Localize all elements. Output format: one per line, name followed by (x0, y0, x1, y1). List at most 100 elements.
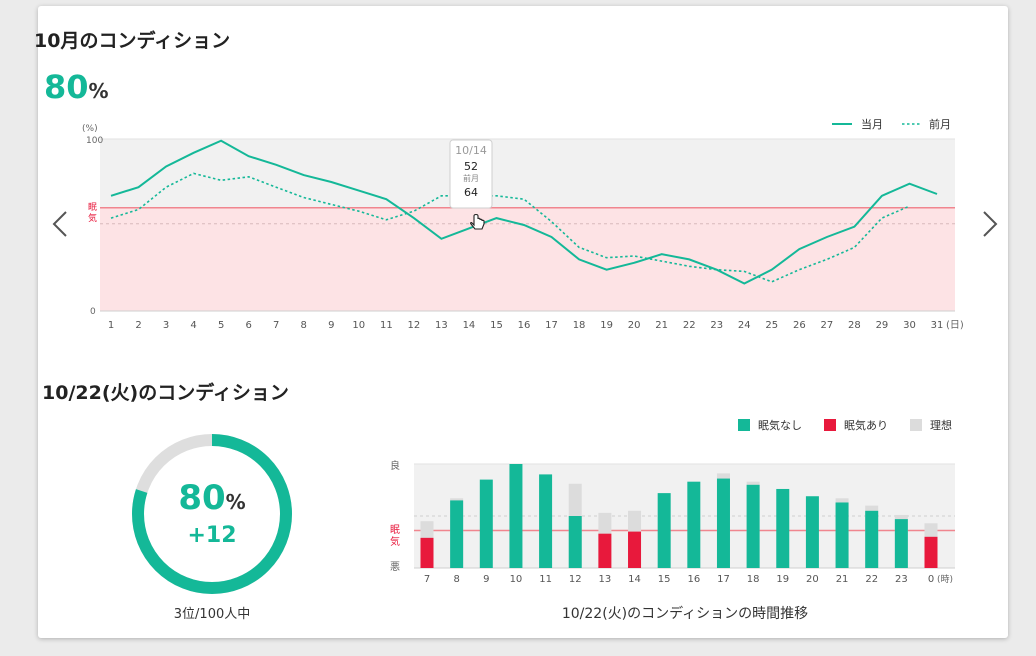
bar-no-drowsy-22 (865, 510, 879, 568)
hourly-bars (420, 464, 938, 568)
tooltip-prev-value: 64 (464, 186, 478, 199)
x-tick-1: 1 (108, 320, 114, 331)
y-tick-0: 0 (90, 307, 96, 317)
x-axis-ticks: 1 2 3 4 5 6 7 8 9 10 11 12 13 14 15 16 17 18 19 20 21 22 23 24 2… (108, 320, 944, 331)
x-tick-28: 28 (848, 320, 861, 331)
ring-progress (132, 434, 292, 594)
legend-drowsy-swatch (824, 419, 836, 431)
hour-tick-12: 12 (569, 574, 582, 585)
x-tick-4: 4 (190, 320, 196, 331)
series-current-month-line (110, 139, 938, 285)
bar-no-drowsy-12 (568, 516, 582, 568)
hour-tick-21: 21 (836, 574, 849, 585)
hour-tick-20: 20 (806, 574, 819, 585)
bar-drowsy-14 (628, 531, 642, 568)
x-tick-3: 3 (163, 320, 169, 331)
next-month-arrow[interactable] (974, 204, 1004, 244)
x-tick-20: 20 (628, 320, 641, 331)
x-tick-14: 14 (463, 320, 476, 331)
bar-no-drowsy-23 (894, 519, 908, 568)
legend-current-label: 当月 (861, 117, 883, 131)
bar-no-drowsy-11 (539, 474, 553, 568)
bar-no-drowsy-17 (716, 478, 730, 568)
x-tick-13: 13 (435, 320, 448, 331)
x-tick-8: 8 (301, 320, 307, 331)
ranking-text: 3位/100人中 (173, 607, 251, 622)
x-tick-22: 22 (683, 320, 696, 331)
x-tick-30: 30 (903, 320, 916, 331)
bar-no-drowsy-20 (805, 496, 819, 568)
tooltip-current-value: 52 (464, 160, 478, 173)
hourly-x-ticks: 7 8 9 10 11 12 13 14 15 16 17 18 19 20 21 22 23 0 (424, 574, 934, 585)
bar-no-drowsy-21 (835, 502, 849, 568)
hand-cursor-icon (470, 213, 485, 230)
x-tick-5: 5 (218, 320, 224, 331)
x-tick-9: 9 (328, 320, 334, 331)
x-tick-12: 12 (407, 320, 420, 331)
bar-no-drowsy-19 (776, 488, 790, 568)
series-prev-month-line (110, 172, 910, 283)
day-percent-unit: % (225, 490, 246, 514)
hour-tick-17: 17 (717, 574, 730, 585)
hourly-y-label-drowsy-2: 気 (390, 535, 400, 548)
legend-ideal-swatch (910, 419, 922, 431)
x-tick-26: 26 (793, 320, 806, 331)
drowsy-threshold-label-2: 気 (88, 212, 97, 224)
hourly-bar-chart: 良 眠 気 悪 7 8 9 10 11 12 13 14 15 16 17 18 19 20 21 22 23 0… (390, 418, 955, 585)
bar-no-drowsy-10 (509, 464, 523, 568)
hourly-y-label-drowsy: 眠 (390, 524, 400, 536)
x-tick-23: 23 (710, 320, 723, 331)
hour-tick-22: 22 (865, 574, 878, 585)
legend-prev-label: 前月 (929, 117, 951, 131)
x-tick-27: 27 (820, 320, 833, 331)
hour-tick-16: 16 (687, 574, 700, 585)
bar-no-drowsy-18 (746, 484, 760, 568)
hour-tick-13: 13 (599, 574, 612, 585)
x-tick-17: 17 (545, 320, 558, 331)
x-tick-31: 31 (931, 320, 944, 331)
ring-center: 80% +12 (128, 430, 296, 598)
tooltip-prev-label: 前月 (463, 173, 479, 183)
hour-tick-0: 0 (928, 574, 934, 585)
month-percent: 80% (44, 68, 109, 106)
hour-tick-7: 7 (424, 574, 430, 585)
legend-no-drowsy-label: 眠気なし (758, 418, 802, 432)
hourly-x-unit-label: (時) (937, 574, 953, 585)
month-condition-title: 10月のコンディション (34, 30, 231, 52)
bar-no-drowsy-16 (687, 481, 701, 568)
prev-month-arrow[interactable] (46, 204, 76, 244)
bar-no-drowsy-9 (479, 479, 493, 568)
legend-no-drowsy-swatch (738, 419, 750, 431)
hour-tick-9: 9 (483, 574, 489, 585)
x-tick-2: 2 (135, 320, 141, 331)
hourly-y-label-bad: 悪 (390, 561, 400, 573)
month-percent-value: 80 (44, 68, 89, 106)
drowsy-zone (100, 207, 955, 311)
day-delta: +12 (187, 523, 237, 548)
bar-drowsy-13 (598, 533, 612, 568)
hour-tick-15: 15 (658, 574, 671, 585)
day-condition-ring: 80% +12 (128, 430, 296, 598)
x-tick-11: 11 (380, 320, 393, 331)
hour-tick-23: 23 (895, 574, 908, 585)
x-tick-24: 24 (738, 320, 751, 331)
tooltip-date: 10/14 (455, 144, 487, 157)
x-tick-25: 25 (765, 320, 778, 331)
drowsy-threshold-label: 眠 (88, 202, 97, 213)
normal-zone (100, 139, 955, 208)
x-tick-6: 6 (245, 320, 251, 331)
legend-ideal-label: 理想 (930, 418, 952, 432)
ring-gauge (132, 434, 292, 594)
tooltip: 10/14 52 前月 64 (449, 139, 493, 209)
hour-tick-19: 19 (776, 574, 789, 585)
legend-drowsy-label: 眠気あり (844, 418, 888, 432)
day-percent-value: 80 (178, 478, 226, 518)
hour-tick-8: 8 (453, 574, 459, 585)
hour-tick-11: 11 (539, 574, 552, 585)
hourly-chart-caption: 10/22(火)のコンディションの時間推移 (561, 606, 809, 622)
x-tick-19: 19 (600, 320, 613, 331)
x-tick-7: 7 (273, 320, 279, 331)
month-percent-unit: % (88, 79, 109, 103)
hour-tick-18: 18 (747, 574, 760, 585)
x-tick-18: 18 (573, 320, 586, 331)
